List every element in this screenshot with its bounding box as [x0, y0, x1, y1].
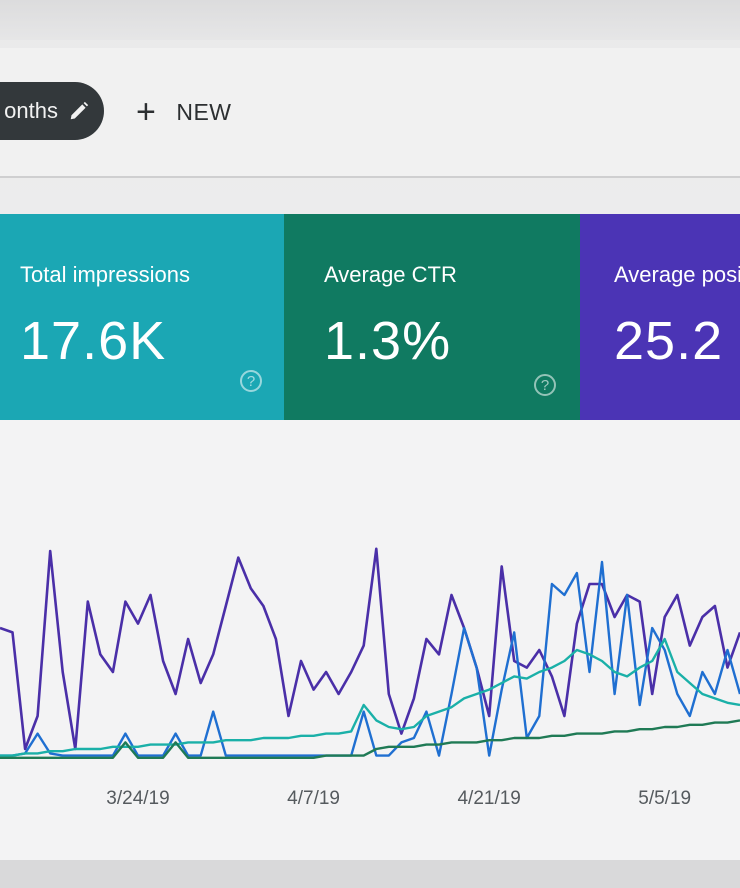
- card-value: 1.3%: [324, 311, 452, 371]
- date-range-label: onths: [4, 98, 58, 123]
- help-circle-icon[interactable]: ?: [534, 374, 556, 396]
- card-value: 25.2: [614, 311, 724, 371]
- toolbar: onths + NEW: [0, 48, 740, 178]
- x-tick-label: 3/24/19: [106, 788, 169, 809]
- card-total-impressions[interactable]: Total impressions 17.6K ?: [0, 214, 284, 420]
- card-label: Average CTR: [324, 262, 457, 287]
- card-average-position[interactable]: Average positi 25.2: [580, 214, 740, 420]
- monitor-bezel: [0, 0, 740, 40]
- help-circle-icon[interactable]: ?: [240, 370, 262, 392]
- x-tick-label: 4/7/19: [287, 788, 340, 809]
- new-button-label: NEW: [176, 98, 232, 125]
- card-average-ctr[interactable]: Average CTR 1.3% ?: [284, 214, 580, 420]
- date-range-chip[interactable]: onths: [0, 82, 104, 140]
- series-line-2: [0, 637, 740, 757]
- card-label: Average positi: [614, 262, 740, 287]
- series-line-0: [0, 547, 740, 751]
- performance-chart: 3/24/19 4/7/19 4/21/19 5/5/19: [0, 547, 740, 809]
- plus-icon: +: [136, 93, 157, 131]
- pencil-icon: [70, 101, 89, 120]
- x-tick-label: 4/21/19: [457, 788, 520, 809]
- card-label: Total impressions: [20, 262, 190, 287]
- chart-panel: [0, 420, 740, 860]
- series-line-3: [0, 719, 740, 759]
- new-button[interactable]: + NEW: [136, 90, 232, 134]
- series-line-1: [0, 560, 740, 757]
- x-tick-label: 5/5/19: [638, 788, 691, 809]
- card-value: 17.6K: [20, 311, 167, 371]
- screen-bottom-edge: [0, 860, 740, 888]
